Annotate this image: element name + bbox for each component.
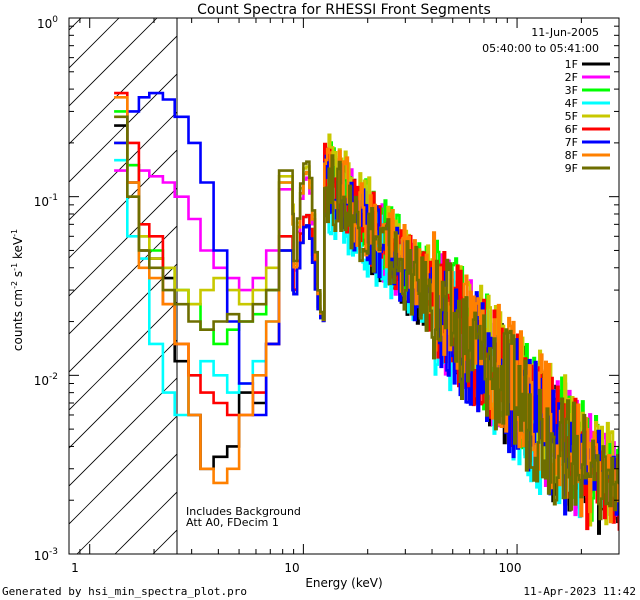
hatch-line (69, 225, 177, 335)
hatched-excluded-region (69, 18, 177, 554)
legend-label-6F: 6F (565, 123, 578, 136)
background-note: Includes Background (186, 505, 301, 518)
attenuator-note: Att A0, FDecim 1 (186, 516, 279, 529)
hatch-line (69, 415, 177, 525)
hatch-line (76, 453, 177, 554)
y-axis-label: counts cm-2 s-1 keV-1 (10, 229, 25, 351)
hatch-line (69, 73, 177, 183)
x-tick-label-10: 10 (284, 561, 299, 575)
legend-label-9F: 9F (565, 162, 578, 175)
x-tick-label-100: 100 (499, 561, 522, 575)
hatch-line (69, 111, 177, 221)
series-line-9F (114, 115, 619, 521)
legend-label-7F: 7F (565, 136, 578, 149)
y-tick-label-2: 10-2 (34, 372, 58, 388)
legend-label-2F: 2F (565, 71, 578, 84)
date-annotation: 11-Jun-2005 (531, 26, 599, 39)
hatch-line (69, 35, 177, 145)
chart-title: Count Spectra for RHESSI Front Segments (197, 2, 491, 18)
legend-label-4F: 4F (565, 97, 578, 110)
hatch-line (69, 187, 177, 297)
legend-label-1F: 1F (565, 58, 578, 71)
legend-label-5F: 5F (565, 110, 578, 123)
y-tick-label-1: 10-1 (34, 193, 58, 209)
legend-label-3F: 3F (565, 84, 578, 97)
x-axis-label: Energy (keV) (305, 576, 382, 590)
x-tick-label-1: 1 (71, 561, 79, 575)
y-tick-label-0: 100 (37, 15, 58, 31)
hatch-line (69, 263, 177, 373)
y-tick-label-3: 10-3 (34, 547, 58, 563)
hatch-line (69, 18, 158, 107)
footer-timestamp: 11-Apr-2023 11:42 (523, 585, 636, 598)
legend-label-8F: 8F (565, 149, 578, 162)
footer-generated-by: Generated by hsi_min_spectra_plot.pro (2, 585, 247, 598)
plot-frame (68, 17, 620, 555)
time-range-annotation: 05:40:00 to 05:41:00 (482, 42, 599, 55)
hatch-line (69, 377, 177, 487)
